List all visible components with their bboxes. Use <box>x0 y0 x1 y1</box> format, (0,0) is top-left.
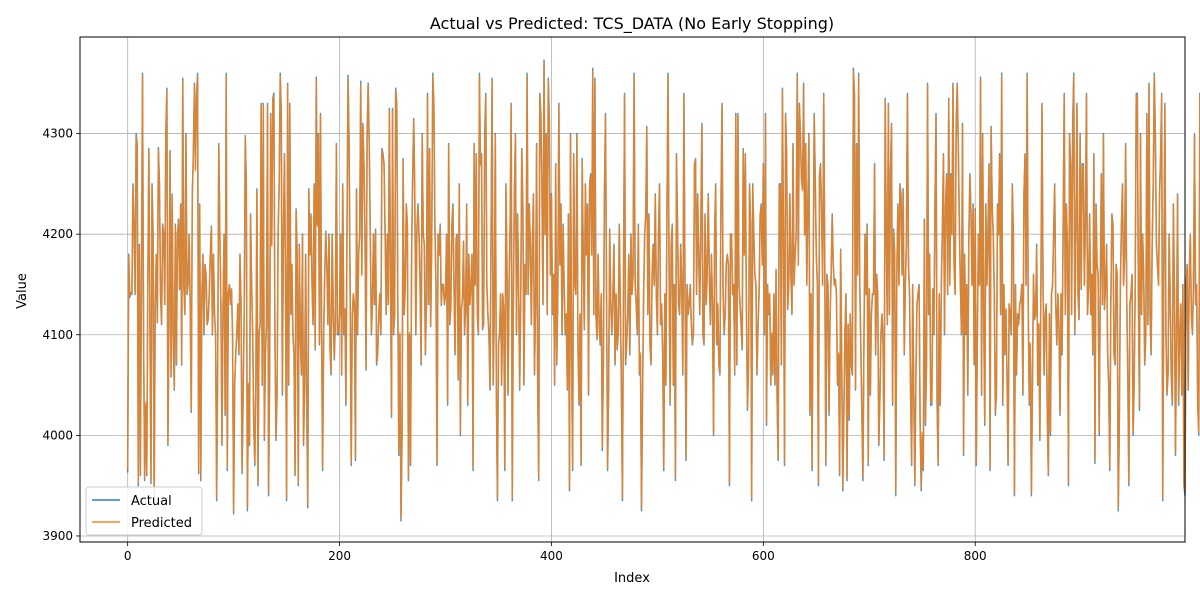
x-axis-label: Index <box>614 571 650 586</box>
chart-title: Actual vs Predicted: TCS_DATA (No Early … <box>430 14 834 34</box>
x-tick-label: 200 <box>328 549 351 563</box>
legend-label: Actual <box>131 494 172 509</box>
axis-ticks: 0 200 400 600 800 3900 4000 4100 4200 4300 <box>42 127 986 563</box>
legend-label: Predicted <box>131 516 192 531</box>
series-lines <box>126 59 1200 522</box>
y-tick-label: 4100 <box>42 328 73 342</box>
legend-box <box>85 486 203 536</box>
x-tick-label: 400 <box>540 549 563 563</box>
y-tick-label: 4200 <box>42 227 73 241</box>
y-tick-label: 4000 <box>42 428 73 442</box>
legend: Actual Predicted <box>85 486 203 536</box>
x-tick-label: 0 <box>124 549 132 563</box>
x-tick-label: 600 <box>752 549 775 563</box>
y-axis-label: Value <box>15 273 30 309</box>
x-tick-label: 800 <box>964 549 987 563</box>
y-tick-label: 3900 <box>42 529 73 543</box>
plot-frame <box>79 36 1186 543</box>
series-line-predicted <box>126 62 1200 519</box>
y-tick-label: 4300 <box>42 127 73 141</box>
